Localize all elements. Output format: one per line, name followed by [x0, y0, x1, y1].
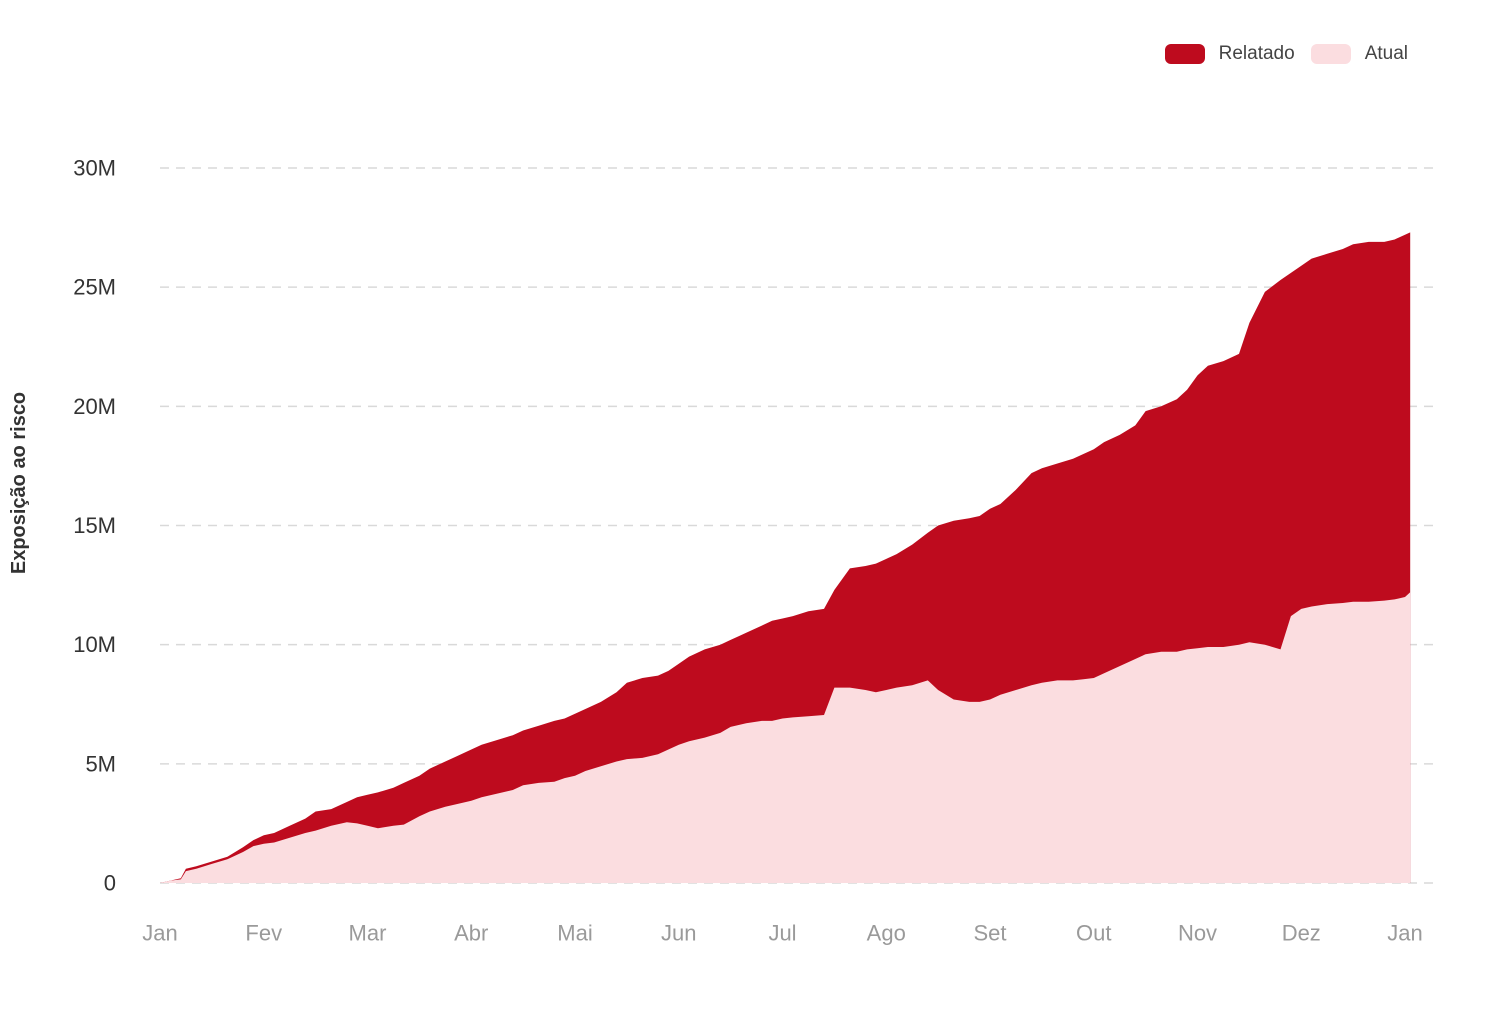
y-tick-label: 25M [73, 275, 116, 300]
y-tick-label: 30M [73, 156, 116, 181]
y-tick-label: 20M [73, 394, 116, 419]
y-tick-label: 15M [73, 513, 116, 538]
x-tick-label: Jan [1387, 921, 1422, 946]
x-tick-label: Dez [1282, 921, 1321, 946]
area-atual[interactable] [160, 592, 1411, 883]
legend-item-relatado[interactable]: Relatado [1164, 43, 1295, 65]
x-tick-label: Ago [867, 921, 906, 946]
x-tick-label: Jul [768, 921, 796, 946]
x-tick-label: Jan [142, 921, 177, 946]
x-axis-ticks: Jan Fev Mar Abr Mai Jun Jul Ago Set Out Nov Dez Jan [142, 921, 1422, 946]
x-tick-label: Jun [661, 921, 696, 946]
area-series [160, 232, 1411, 883]
legend-label-relatado: Relatado [1218, 43, 1295, 64]
y-tick-label: 10M [73, 632, 116, 657]
x-tick-label: Nov [1178, 921, 1217, 946]
legend-label-atual: Atual [1364, 43, 1408, 64]
legend-item-atual[interactable]: Atual [1310, 43, 1408, 65]
legend-swatch-relatado [1164, 44, 1205, 64]
x-tick-label: Out [1076, 921, 1111, 946]
y-axis-ticks: 0 5M 10M 15M 20M 25M 30M [73, 156, 116, 896]
y-axis-label: Exposição ao risco [8, 392, 30, 574]
x-tick-label: Mai [557, 921, 592, 946]
x-tick-label: Fev [245, 921, 282, 946]
x-tick-label: Set [973, 921, 1006, 946]
x-tick-label: Mar [349, 921, 387, 946]
x-tick-label: Abr [454, 921, 488, 946]
chart-legend: Relatado Atual [1149, 43, 1408, 65]
y-tick-label: 0 [104, 871, 116, 896]
legend-swatch-atual [1310, 44, 1351, 64]
y-tick-label: 5M [85, 751, 116, 776]
